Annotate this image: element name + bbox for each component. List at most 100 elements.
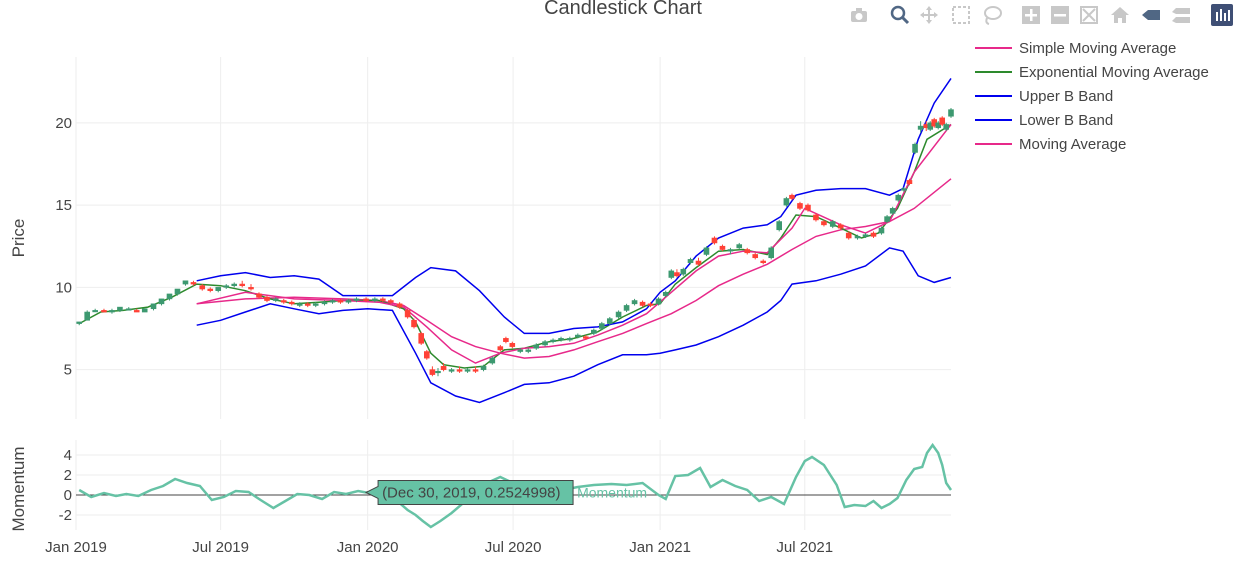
candle[interactable] [509,341,516,349]
candle[interactable] [264,295,270,303]
candle[interactable] [92,308,98,313]
candle[interactable] [895,193,902,202]
candle[interactable] [674,269,680,278]
candle[interactable] [489,356,496,365]
candle[interactable] [943,122,950,132]
zoom-icon[interactable] [889,4,911,26]
candle[interactable] [503,336,509,344]
candle[interactable] [550,338,556,344]
candle[interactable] [423,349,430,360]
candle[interactable] [789,193,795,201]
candle[interactable] [396,302,403,309]
zoom-out-icon[interactable] [1049,4,1071,26]
candle[interactable] [837,223,844,230]
candle[interactable] [768,246,775,260]
candle[interactable] [456,366,463,373]
candle[interactable] [101,308,107,313]
candle[interactable] [388,298,394,304]
legend-item[interactable]: Simple Moving Average [975,40,1176,57]
candle[interactable] [448,367,455,373]
candle[interactable] [497,344,504,352]
candle[interactable] [639,300,646,308]
candle[interactable] [215,287,222,293]
candle[interactable] [776,219,782,232]
candle[interactable] [76,321,82,326]
candle[interactable] [884,214,890,224]
candle[interactable] [231,282,238,288]
candle[interactable] [615,310,622,319]
candle[interactable] [711,236,718,245]
legend-item[interactable]: Upper B Band [975,88,1113,105]
candle[interactable] [567,336,573,342]
candle[interactable] [797,201,803,211]
candle[interactable] [719,244,726,252]
candle[interactable] [727,247,734,255]
candle[interactable] [248,284,254,291]
reset-axes-icon[interactable] [1109,4,1131,26]
candle[interactable] [345,298,352,304]
candle[interactable] [583,335,589,341]
candle[interactable] [207,287,214,293]
candle[interactable] [372,297,378,303]
candle[interactable] [239,280,246,288]
candle[interactable] [575,333,581,339]
candle[interactable] [845,231,852,240]
candle[interactable] [133,308,140,313]
candle[interactable] [862,233,869,238]
candle[interactable] [363,297,369,303]
candle[interactable] [517,348,524,354]
candle[interactable] [558,336,564,342]
candle[interactable] [631,298,638,306]
candle[interactable] [870,231,877,238]
candle[interactable] [472,366,479,373]
autoscale-icon[interactable] [1078,4,1100,26]
candle[interactable] [655,297,662,306]
candle[interactable] [199,284,206,291]
plotly-logo-icon[interactable] [1211,4,1233,26]
candle[interactable] [223,284,230,290]
candle[interactable] [912,142,918,155]
candle[interactable] [906,178,913,186]
zoom-in-icon[interactable] [1020,4,1042,26]
candle[interactable] [680,267,687,276]
candle[interactable] [591,328,597,336]
candle[interactable] [288,300,295,306]
candle[interactable] [813,213,819,222]
candle[interactable] [935,121,942,130]
candle[interactable] [329,298,336,304]
legend-item[interactable]: Lower B Band [975,112,1113,129]
candle[interactable] [647,302,654,308]
candle[interactable] [736,242,743,250]
candle[interactable] [783,196,790,207]
candle[interactable] [440,363,447,372]
candle[interactable] [889,206,896,215]
candle[interactable] [948,108,954,118]
candle[interactable] [166,293,173,301]
candle[interactable] [418,331,425,345]
candle[interactable] [760,259,767,265]
candle[interactable] [141,308,148,313]
candle[interactable] [695,257,702,266]
candle[interactable] [272,297,279,303]
candle[interactable] [623,303,630,313]
candle[interactable] [109,308,115,314]
legend-item[interactable]: Moving Average [975,136,1126,153]
box-select-icon[interactable] [950,4,972,26]
candle[interactable] [182,280,189,286]
candle[interactable] [854,234,861,240]
candle[interactable] [917,121,924,133]
candle[interactable] [533,343,540,350]
candle[interactable] [744,247,751,255]
candle[interactable] [878,226,885,235]
candle[interactable] [687,257,694,265]
spike-lines-icon[interactable] [1140,4,1162,26]
candle[interactable] [411,318,417,329]
candle[interactable] [380,297,386,303]
candle[interactable] [606,316,613,326]
candle[interactable] [668,269,675,280]
price-plot-area[interactable]: 5 10 15 20 [55,57,954,419]
candle[interactable] [598,321,605,331]
candle[interactable] [829,219,836,229]
candle[interactable] [542,340,548,347]
